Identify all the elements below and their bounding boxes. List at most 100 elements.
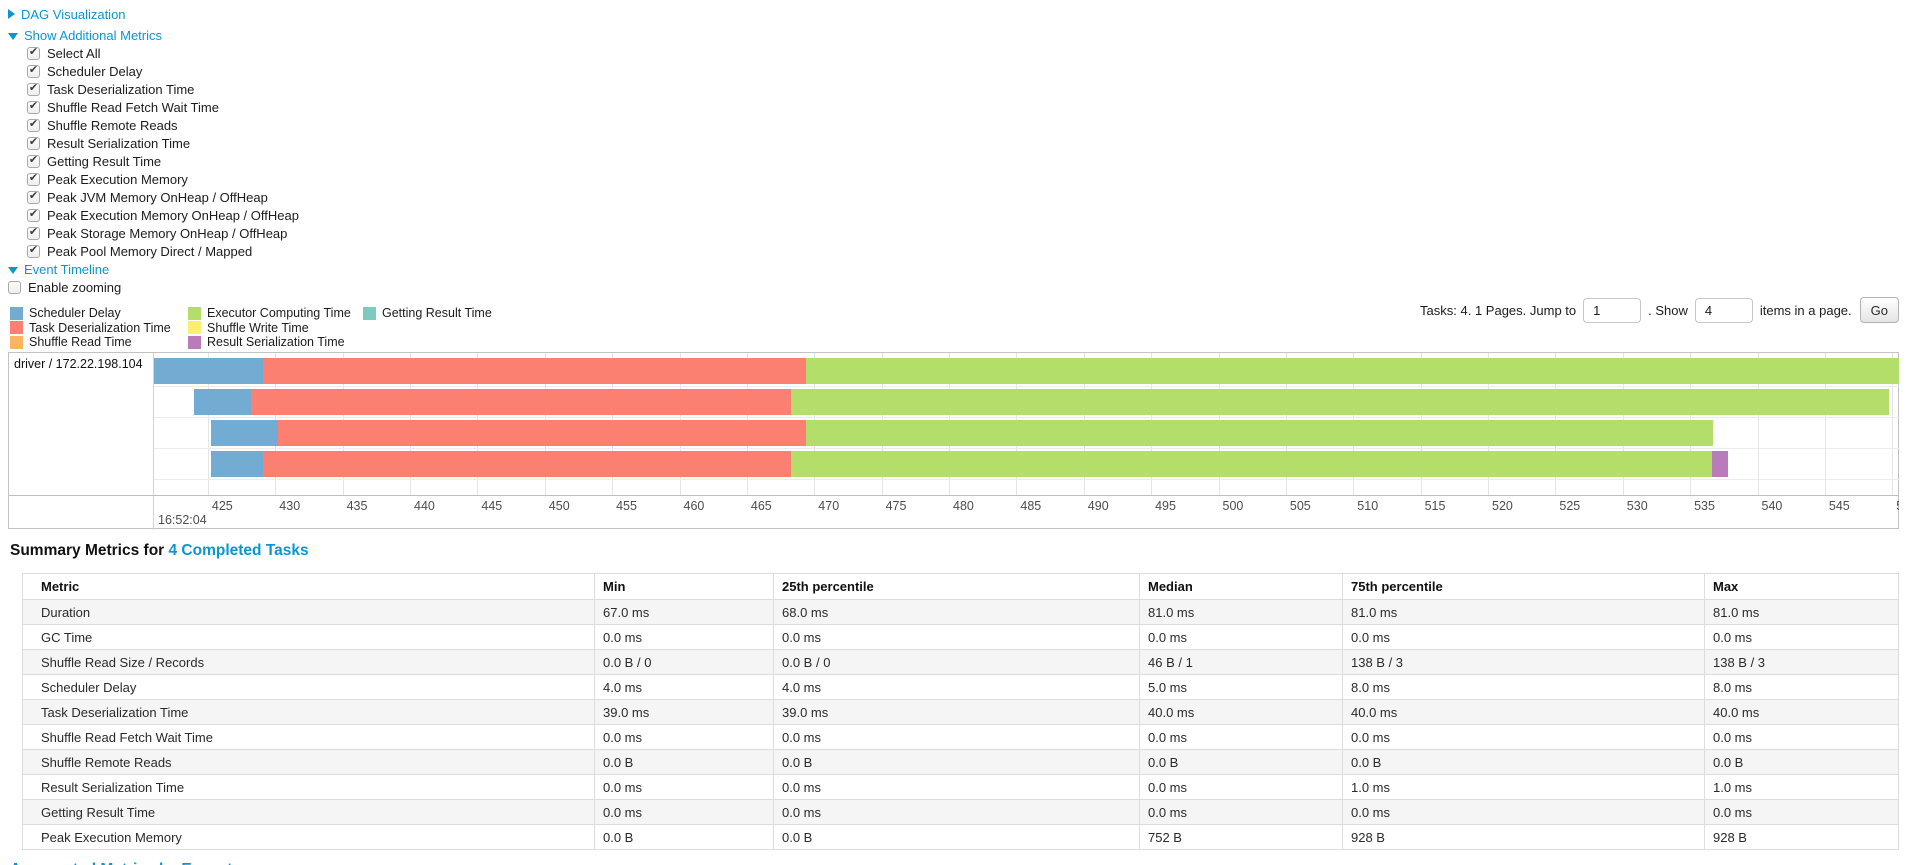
metric-value-cell: 46 B / 1 xyxy=(1139,649,1343,675)
timeline-task-bar[interactable] xyxy=(194,389,1890,415)
metric-checkbox-row: Peak Execution Memory OnHeap / OffHeap xyxy=(8,206,299,224)
jump-to-page-input[interactable] xyxy=(1583,297,1642,323)
metric-checkbox[interactable] xyxy=(27,226,40,240)
enable-zooming-checkbox[interactable] xyxy=(8,280,21,294)
metric-checkbox-row: Getting Result Time xyxy=(8,152,299,170)
timeline-tick-label: 510 xyxy=(1357,499,1379,513)
metric-value-cell: 0.0 ms xyxy=(1139,724,1343,750)
expanded-arrow-icon xyxy=(8,266,18,274)
expanded-arrow-icon xyxy=(8,32,18,40)
metric-value-cell: 0.0 ms xyxy=(773,774,1140,800)
metric-checkbox-label: Result Serialization Time xyxy=(47,135,191,151)
metric-value-cell: 0.0 ms xyxy=(1139,799,1343,825)
metric-value-cell: 8.0 ms xyxy=(1342,674,1705,700)
summary-column-header: Min xyxy=(594,573,774,600)
timeline-task-bar[interactable] xyxy=(210,451,1728,477)
legend-label: Shuffle Read Time xyxy=(29,335,132,350)
metric-value-cell: 0.0 ms xyxy=(1342,799,1705,825)
timeline-tick-label: 425 xyxy=(211,499,233,513)
metric-checkbox[interactable] xyxy=(27,172,40,186)
legend-swatch-getting_result xyxy=(363,306,376,320)
metric-value-cell: 39.0 ms xyxy=(773,699,1140,725)
legend-swatch-task_deserialization xyxy=(10,321,23,335)
metric-checkbox-row: Peak Storage Memory OnHeap / OffHeap xyxy=(8,224,299,242)
timeline-tick-label: 500 xyxy=(1222,499,1244,513)
metric-checkbox[interactable] xyxy=(27,208,40,222)
timeline-axis-line xyxy=(9,495,1898,496)
event-timeline-toggle[interactable]: Event Timeline xyxy=(8,260,299,278)
task-segment-scheduler_delay xyxy=(194,389,251,415)
timeline-tick-label: 540 xyxy=(1761,499,1783,513)
metric-value-cell: 0.0 ms xyxy=(594,774,774,800)
metric-name-cell: Shuffle Read Size / Records xyxy=(22,649,595,675)
metric-value-cell: 0.0 ms xyxy=(773,624,1140,650)
metric-value-cell: 0.0 ms xyxy=(1342,624,1705,650)
metric-checkbox[interactable] xyxy=(27,190,40,204)
timeline-tick-label: 520 xyxy=(1492,499,1513,513)
timeline-tick-label: 525 xyxy=(1559,499,1581,513)
timeline-tick-label: 450 xyxy=(548,499,570,513)
metric-checkbox-label: Peak Pool Memory Direct / Mapped xyxy=(47,243,253,259)
event-timeline-link[interactable]: Event Timeline xyxy=(24,261,110,277)
summary-column-header: Median xyxy=(1139,573,1343,600)
timeline-task-bar[interactable] xyxy=(210,420,1714,446)
timeline-tick-label: 460 xyxy=(683,499,705,513)
timeline-plot-area[interactable]: 425 430 435 440 445 450 455 460 465 470 475 480 485 4… xyxy=(154,353,1899,530)
metric-checkbox-label: Peak JVM Memory OnHeap / OffHeap xyxy=(47,189,268,205)
metric-name-cell: Task Deserialization Time xyxy=(22,699,595,725)
metric-value-cell: 5.0 ms xyxy=(1139,674,1343,700)
metric-checkbox[interactable] xyxy=(27,154,40,168)
event-timeline-chart[interactable]: driver / 172.22.198.104 425 430 435 440 445 4… xyxy=(8,352,1899,530)
metric-checkbox[interactable] xyxy=(27,64,40,78)
show-additional-metrics-toggle[interactable]: Show Additional Metrics xyxy=(8,26,299,44)
timeline-row-separator xyxy=(154,417,1899,418)
legend-item: Result Serialization Time xyxy=(188,335,363,350)
summary-table-row: Shuffle Read Fetch Wait Time 0.0 ms 0.0 ms… xyxy=(22,724,1899,750)
summary-table-row: Result Serialization Time 0.0 ms 0.0 ms 0.0… xyxy=(22,774,1899,800)
metric-checkbox-row: Select All xyxy=(8,44,299,62)
metric-name-cell: GC Time xyxy=(22,624,595,650)
metric-value-cell: 1.0 ms xyxy=(1704,774,1899,800)
show-additional-metrics-link[interactable]: Show Additional Metrics xyxy=(24,27,163,43)
metric-value-cell: 4.0 ms xyxy=(594,674,774,700)
items-per-page-input[interactable] xyxy=(1694,297,1753,323)
metric-checkbox-row: Peak JVM Memory OnHeap / OffHeap xyxy=(8,188,299,206)
summary-table-row: Duration 67.0 ms 68.0 ms 81.0 ms 81.0 ms 81.0… xyxy=(22,599,1899,625)
legend-column: Executor Computing Time Shuffle Write Tim… xyxy=(188,306,363,350)
metric-checkbox[interactable] xyxy=(27,136,40,150)
metric-checkbox[interactable] xyxy=(27,118,40,132)
metric-checkbox-label: Select All xyxy=(47,45,101,61)
go-button[interactable]: Go xyxy=(1859,297,1899,323)
metric-value-cell: 40.0 ms xyxy=(1139,699,1343,725)
task-segment-task_deserialization xyxy=(263,451,792,477)
timeline-row-separator xyxy=(154,448,1899,449)
summary-metrics-table: Metric Min 25th percentile Median 75th perce… xyxy=(22,573,1899,850)
metric-value-cell: 67.0 ms xyxy=(594,599,774,625)
legend-swatch-shuffle_read xyxy=(10,335,23,349)
dag-visualization-toggle[interactable]: DAG Visualization xyxy=(8,5,299,23)
timeline-major-time-label: 16:52:04 xyxy=(158,513,207,527)
summary-column-header: Max xyxy=(1704,573,1899,600)
metric-checkbox[interactable] xyxy=(27,46,40,60)
metric-value-cell: 0.0 ms xyxy=(594,724,774,750)
task-segment-executor_computing xyxy=(791,389,1890,415)
timeline-tick-label: 535 xyxy=(1694,499,1715,513)
legend-label: Task Deserialization Time xyxy=(29,320,171,335)
timeline-gridline xyxy=(1757,353,1759,495)
task-pagination-controls: Tasks: 4. 1 Pages. Jump to . Show items … xyxy=(1418,294,1899,326)
metric-checkbox[interactable] xyxy=(27,82,40,96)
metric-value-cell: 0.0 B xyxy=(1704,749,1899,775)
timeline-tick-label: 550 xyxy=(1896,499,1899,513)
legend-column: Scheduler Delay Task Deserialization Time… xyxy=(10,306,188,350)
dag-visualization-link[interactable]: DAG Visualization xyxy=(21,6,126,22)
metric-checkbox[interactable] xyxy=(27,244,40,258)
metric-value-cell: 928 B xyxy=(1704,824,1899,850)
tasks-count-label: Tasks: 4. 1 Pages. Jump to xyxy=(1420,302,1577,318)
metric-checkbox-row: Task Deserialization Time xyxy=(8,80,299,98)
timeline-task-bar[interactable] xyxy=(154,358,1899,384)
completed-tasks-link[interactable]: 4 Completed Tasks xyxy=(168,542,309,559)
metric-checkbox[interactable] xyxy=(27,100,40,114)
timeline-legend: Scheduler Delay Task Deserialization Time… xyxy=(10,306,492,350)
task-segment-task_deserialization xyxy=(277,420,807,446)
task-segment-task_deserialization xyxy=(263,358,807,384)
